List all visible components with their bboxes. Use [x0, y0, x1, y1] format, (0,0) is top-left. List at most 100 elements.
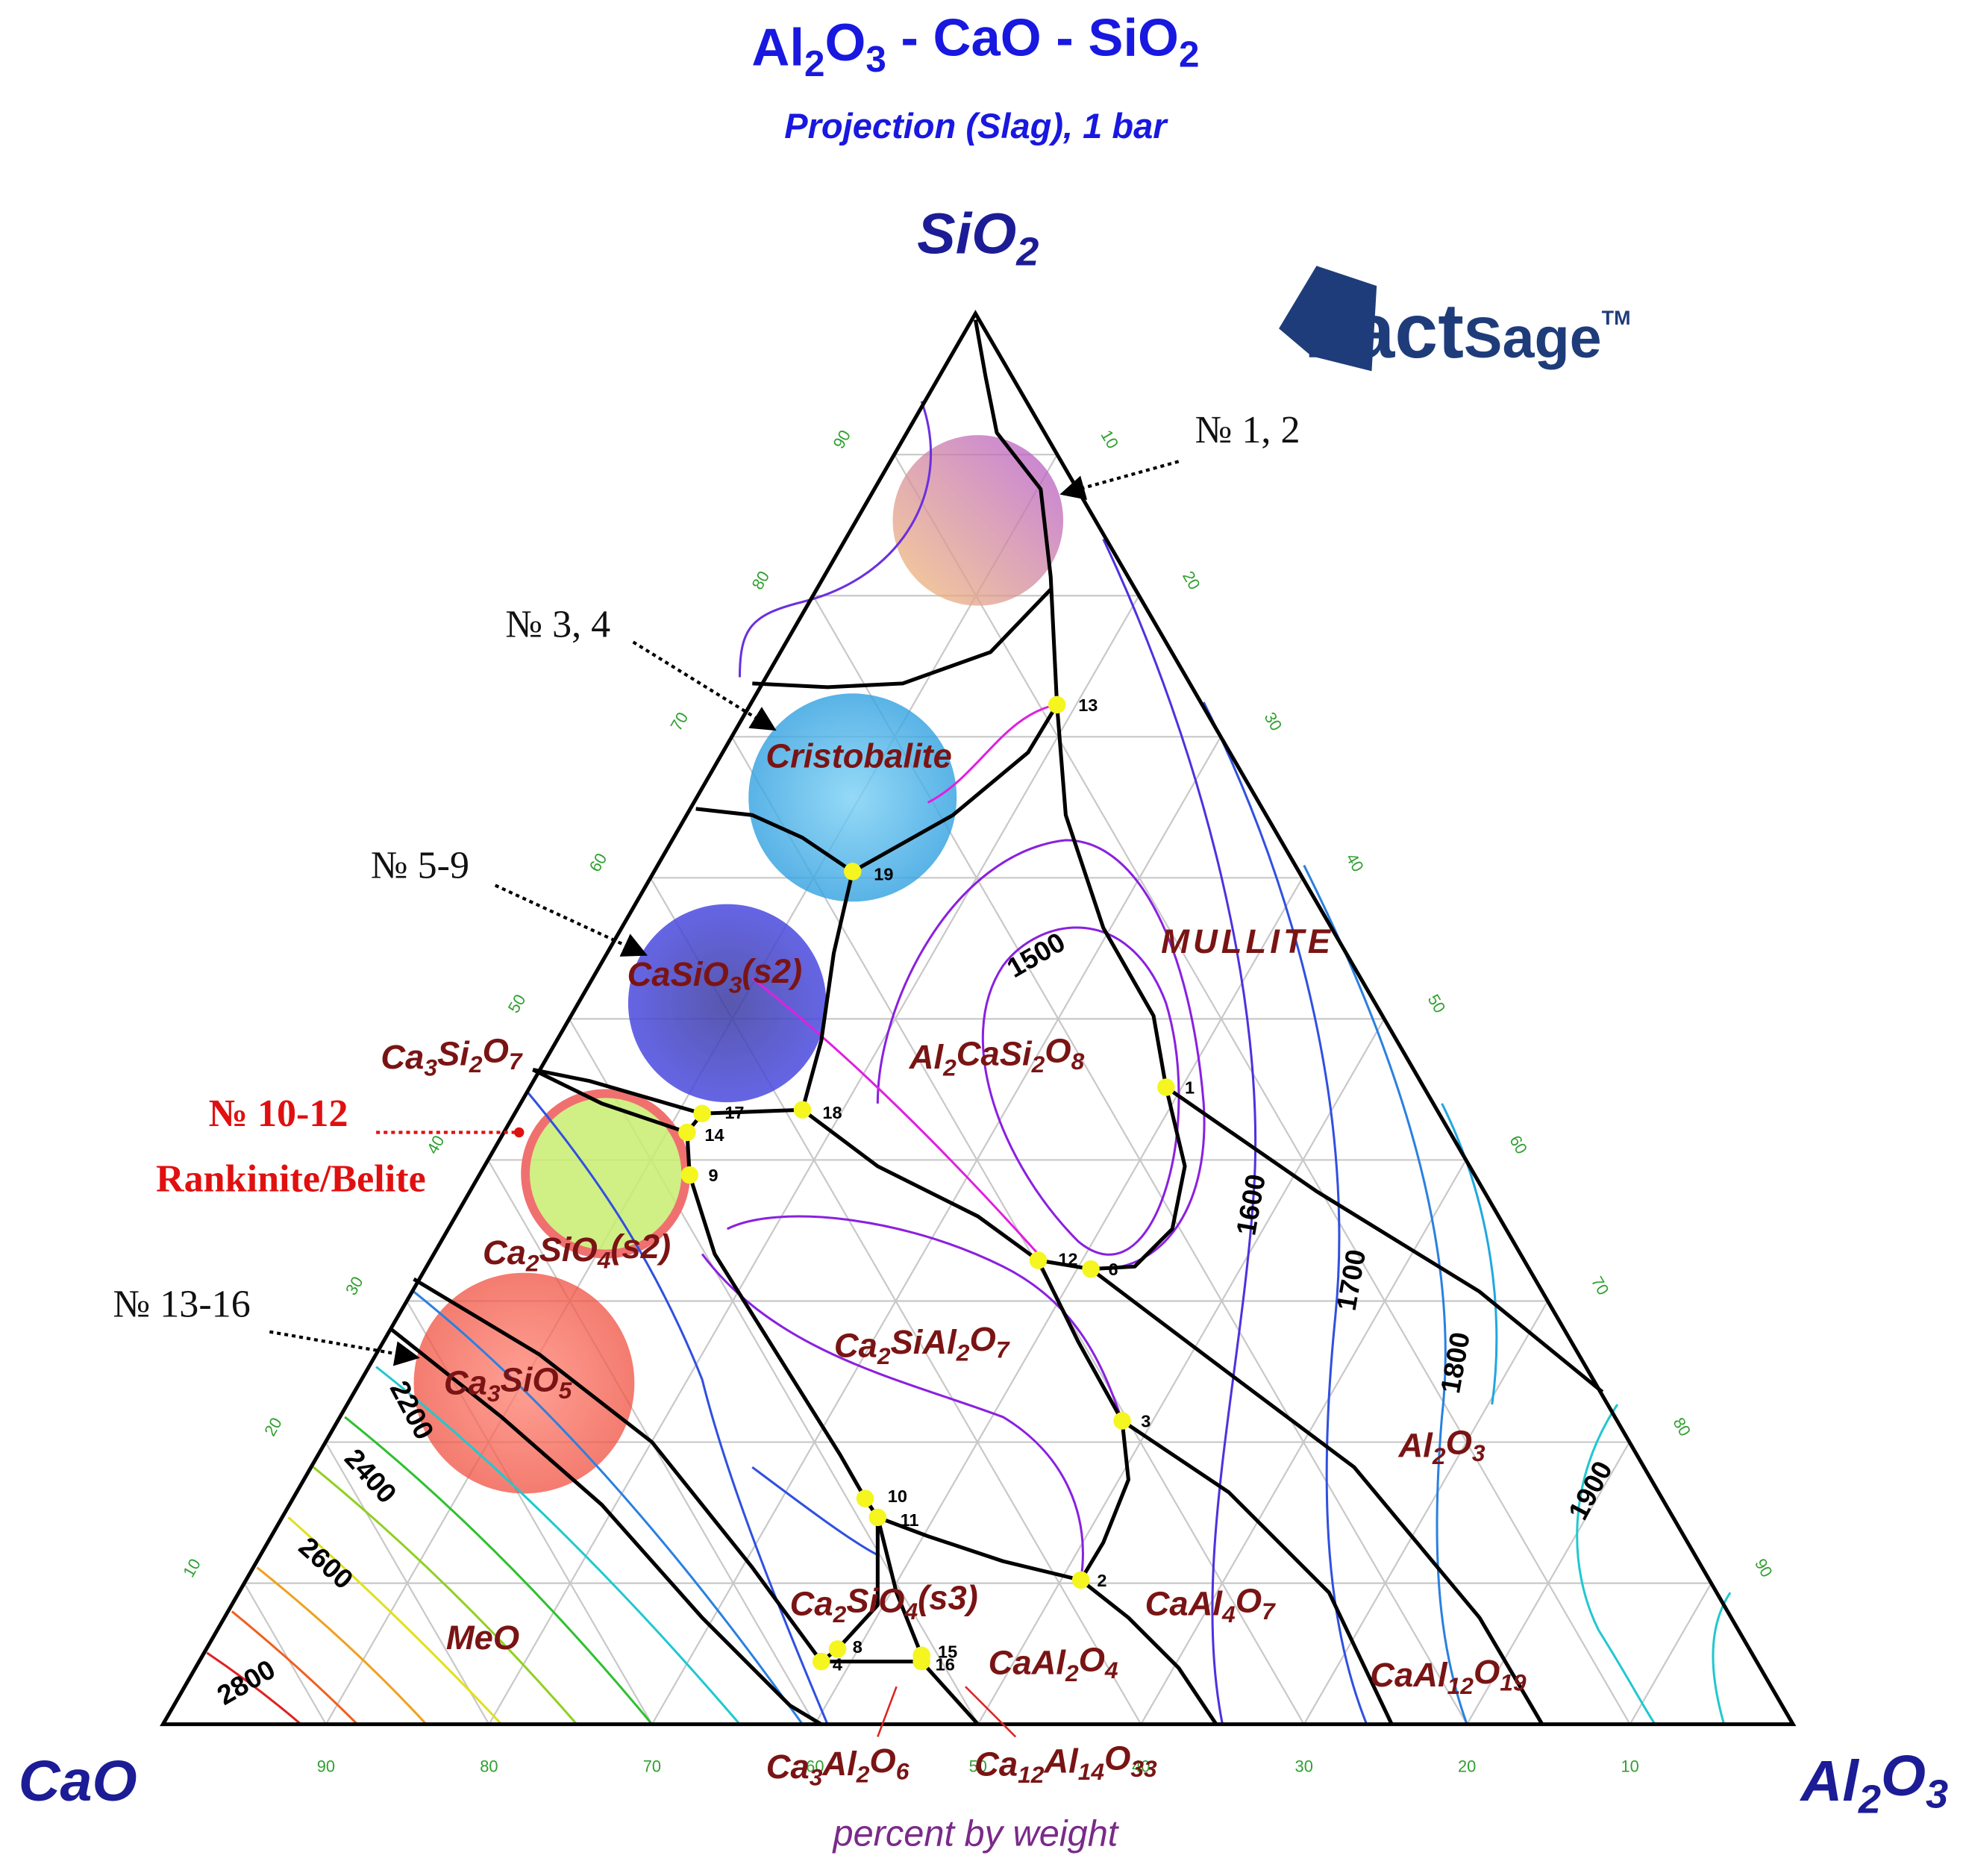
- tick-label: 50: [504, 991, 530, 1016]
- leader-line: [877, 1686, 898, 1737]
- boundary: [413, 1277, 823, 1663]
- arrow: [494, 884, 648, 957]
- isotherm: [981, 926, 1180, 1256]
- tick-label: 60: [586, 850, 611, 875]
- logo: FactSageTM: [1304, 288, 1631, 375]
- title: Al2O3 - CaO - SiO2: [751, 8, 1199, 85]
- boundary: [701, 871, 855, 1116]
- isotherm: [927, 703, 1057, 804]
- highlight: [627, 904, 827, 1103]
- tick-label: 70: [643, 1757, 661, 1776]
- isotherm: [701, 1253, 1084, 1580]
- phase-label: Ca3Al2O6: [766, 1742, 910, 1791]
- boundary: [532, 1068, 688, 1134]
- isotherm: [738, 401, 933, 678]
- isotherm-label: 1700: [1331, 1247, 1372, 1313]
- isotherm: [287, 1516, 503, 1725]
- isotherm-label: 1500: [1002, 926, 1071, 984]
- invariant-point: [1048, 695, 1066, 714]
- invariant-point: [680, 1166, 699, 1184]
- grid-line: [488, 595, 1140, 1725]
- grid: 10 20 30 40 50 60 70 80 90 10 20 30 40 50 60 70 80 90 10 20…: [179, 427, 1776, 1776]
- highlight: [748, 693, 957, 902]
- phase-label: MULLITE: [1161, 922, 1334, 960]
- isotherm: [231, 1610, 359, 1725]
- boundary: [389, 1328, 823, 1726]
- corner-label: Al2O3: [1800, 1744, 1949, 1822]
- isotherm: [751, 1466, 879, 1557]
- invariant-point: [856, 1489, 874, 1507]
- isotherm: [313, 1466, 578, 1725]
- phase-label: Ca12Al14O33: [974, 1739, 1157, 1788]
- tick-label: 50: [1424, 991, 1450, 1016]
- isotherm: [1303, 864, 1468, 1725]
- point-label: 12: [1058, 1250, 1077, 1269]
- point-label: 9: [708, 1166, 718, 1185]
- annotation: № 5-9: [371, 844, 469, 887]
- tick-label: 40: [1132, 1757, 1150, 1776]
- boundary: [752, 588, 1053, 690]
- tick-label: 10: [1621, 1757, 1638, 1776]
- boundary: [695, 807, 854, 874]
- isotherm: [525, 1090, 829, 1725]
- corner-label: CaO: [19, 1749, 137, 1813]
- isotherm-label: 2400: [339, 1443, 403, 1510]
- tick-label: 60: [806, 1757, 824, 1776]
- point-label: 13: [1078, 695, 1098, 715]
- boundary: [851, 704, 1059, 874]
- phase-label: CaAl4O7: [1145, 1581, 1276, 1628]
- grid-line: [1466, 1442, 1630, 1725]
- phase-label: Al2CaSi2O8: [909, 1032, 1085, 1081]
- phase-label: Ca3Si2O7: [381, 1032, 522, 1081]
- isotherm: [751, 977, 1039, 1255]
- tick-label: 50: [969, 1757, 987, 1776]
- phase-label: Ca2SiO4(s3): [790, 1578, 978, 1628]
- boundary: [973, 319, 1059, 705]
- point-label: 18: [822, 1103, 842, 1122]
- tick-label: 20: [1458, 1757, 1476, 1776]
- invariant-point: [828, 1640, 847, 1658]
- invariant-point: [793, 1101, 812, 1119]
- annotation-note: Rankinite/Belite: [156, 1157, 426, 1200]
- isotherm: [413, 1290, 804, 1725]
- annotation: № 1, 2: [1195, 409, 1300, 451]
- point-label: 3: [1141, 1411, 1151, 1431]
- arrow: [269, 1330, 420, 1366]
- triangle: [160, 310, 1797, 1727]
- phase-label: CaAl12O19: [1370, 1653, 1527, 1699]
- tick-label: 80: [748, 568, 773, 593]
- logo-brand: Fact: [1304, 288, 1464, 375]
- grid-line: [243, 1583, 327, 1725]
- subtitle: Projection (Slag), 1 bar: [784, 106, 1168, 146]
- point-label: 15: [938, 1642, 957, 1662]
- point-label: 11: [901, 1510, 919, 1530]
- point-label: 17: [724, 1103, 744, 1122]
- boundary: [1165, 1085, 1604, 1394]
- point-label: 8: [853, 1637, 863, 1657]
- grid-line: [1629, 1583, 1712, 1725]
- boundaries: [389, 319, 1604, 1726]
- grid-line: [651, 736, 1222, 1725]
- isotherm: [876, 839, 1206, 1271]
- annotation: № 10-12: [209, 1092, 348, 1135]
- tick-label: 80: [480, 1757, 498, 1776]
- boundary: [1121, 1419, 1394, 1725]
- invariant-point: [843, 863, 862, 881]
- annotation: № 13-16: [113, 1284, 251, 1326]
- phase-label: Cristobalite: [766, 737, 952, 775]
- logo-mark: TM: [1602, 307, 1631, 329]
- corner-label: SiO2: [917, 201, 1039, 274]
- logo-name: Sage: [1464, 306, 1602, 370]
- boundary: [877, 1516, 1082, 1582]
- phase-label: CaAl2O4: [989, 1640, 1118, 1686]
- isotherm: [1441, 1103, 1498, 1405]
- boundary: [1089, 1267, 1544, 1725]
- invariant-point: [812, 1652, 830, 1671]
- isotherm: [375, 1366, 741, 1725]
- highlight: [892, 435, 1064, 606]
- tick-label: 40: [1342, 850, 1368, 875]
- tick-label: 60: [1506, 1132, 1531, 1157]
- invariant-point: [1029, 1251, 1048, 1269]
- phase-label: Ca2SiAl2O7: [834, 1320, 1010, 1369]
